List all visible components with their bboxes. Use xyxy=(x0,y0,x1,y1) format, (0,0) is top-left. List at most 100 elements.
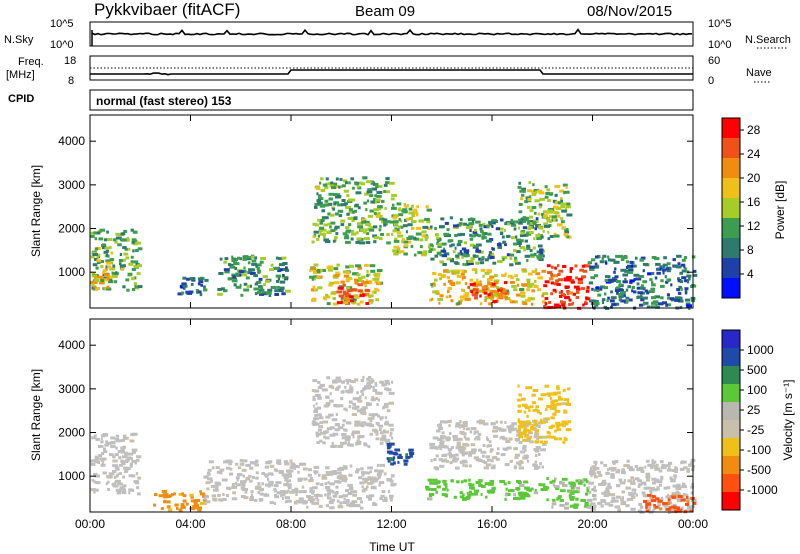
velocity-echo-cell xyxy=(255,486,260,490)
power-echo-cell xyxy=(640,298,645,302)
power-echo-cell xyxy=(524,254,531,258)
velocity-echo-cell xyxy=(337,475,341,479)
velocity-echo-cell xyxy=(690,505,695,509)
power-echo-cell xyxy=(383,221,388,225)
power-echo-cell xyxy=(530,297,535,301)
power-echo-cell xyxy=(373,197,377,201)
power-echo-cell xyxy=(533,188,540,192)
power-echo-cell xyxy=(431,284,434,288)
power-echo-cell xyxy=(506,234,511,238)
power-echo-cell xyxy=(391,214,394,218)
power-echo-cell xyxy=(569,279,575,283)
velocity-echo-cell xyxy=(603,482,606,486)
power-echo-cell xyxy=(374,272,380,276)
power-echo-cell xyxy=(333,267,339,271)
power-echo-cell xyxy=(479,302,483,306)
power-echo-cell xyxy=(517,241,522,244)
power-echo-cell xyxy=(642,280,647,284)
velocity-echo-cell xyxy=(405,453,408,457)
power-echo-cell xyxy=(553,234,560,238)
power-echo-cell xyxy=(334,212,339,216)
velocity-echo-cell xyxy=(645,502,652,506)
velocity-echo-cell xyxy=(462,493,465,497)
velocity-echo-cell xyxy=(387,459,391,463)
velocity-echo-cell xyxy=(444,486,448,489)
velocity-echo-cell xyxy=(446,488,449,492)
velocity-echo-cell xyxy=(561,420,567,424)
power-echo-cell xyxy=(229,263,234,267)
velocity-echo-cell xyxy=(388,401,394,405)
velocity-echo-cell xyxy=(646,478,650,482)
velocity-echo-cell xyxy=(318,425,323,429)
power-echo-cell xyxy=(634,256,638,260)
power-echo-cell xyxy=(479,229,484,233)
velocity-echo-cell xyxy=(490,448,494,452)
velocity-echo-cell xyxy=(117,482,123,486)
power-echo-cell xyxy=(488,251,492,254)
power-echo-cell xyxy=(470,257,475,261)
power-echo-cell xyxy=(651,272,655,275)
velocity-echo-cell xyxy=(591,465,597,469)
power-echo-cell xyxy=(560,293,565,297)
power-echo-cell xyxy=(590,276,596,280)
velocity-echo-cell xyxy=(522,438,527,442)
power-echo-cell xyxy=(426,208,432,212)
velocity-echo-cell xyxy=(298,500,304,504)
velocity-echo-cell xyxy=(604,490,610,494)
power-echo-cell xyxy=(255,265,259,268)
velocity-echo-cell xyxy=(386,388,392,392)
velocity-echo-cell xyxy=(450,446,454,450)
velocity-echo-cell xyxy=(385,440,391,444)
velocity-echo-cell xyxy=(236,478,239,482)
power-echo-cell xyxy=(407,223,413,227)
velocity-echo-cell xyxy=(266,477,270,481)
velocity-echo-cell xyxy=(289,459,293,463)
velocity-echo-cell xyxy=(328,384,334,388)
power-echo-cell xyxy=(601,298,606,302)
power-echo-cell xyxy=(544,185,548,189)
velocity-echo-cell xyxy=(432,436,439,440)
velocity-echo-cell xyxy=(342,494,349,498)
velocity-echo-cell xyxy=(255,471,259,475)
velocity-echo-cell xyxy=(584,502,589,505)
velocity-echo-cell xyxy=(652,461,655,465)
velocity-echo-cell xyxy=(375,383,378,387)
power-echo-cell xyxy=(372,234,378,238)
velocity-echo-cell xyxy=(306,495,311,498)
velocity-echo-cell xyxy=(267,484,271,488)
velocity-echo-cell xyxy=(483,461,488,465)
velocity-echo-cell xyxy=(316,413,322,417)
power-echo-cell xyxy=(118,259,124,262)
velocity-echo-cell xyxy=(95,437,100,441)
velocity-echo-cell xyxy=(325,486,331,489)
power-echo-cell xyxy=(348,210,354,214)
power-echo-cell xyxy=(559,189,565,193)
velocity-echo-cell xyxy=(269,501,274,505)
power-echo-cell xyxy=(110,251,114,255)
velocity-echo-cell xyxy=(356,497,362,500)
power-echo-cell xyxy=(624,300,629,304)
power-echo-cell xyxy=(258,288,265,292)
velocity-echo-cell xyxy=(321,476,328,480)
velocity-echo-cell xyxy=(592,494,597,497)
power-echo-cell xyxy=(109,246,112,250)
velocity-echo-cell xyxy=(355,504,361,508)
velocity-echo-cell xyxy=(287,469,291,473)
velocity-echo-cell xyxy=(556,391,561,395)
power-echo-cell xyxy=(520,231,525,235)
velocity-echo-cell xyxy=(650,466,654,470)
power-echo-cell xyxy=(504,295,508,299)
velocity-echo-cell xyxy=(359,410,364,414)
velocity-echo-cell xyxy=(540,448,546,452)
power-echo-cell xyxy=(135,241,141,245)
velocity-echo-cell xyxy=(690,491,694,495)
velocity-echo-cell xyxy=(535,446,541,449)
power-echo-cell xyxy=(352,198,356,202)
power-echo-cell xyxy=(480,268,486,272)
velocity-echo-cell xyxy=(565,502,569,506)
power-echo-cell xyxy=(675,265,682,269)
power-echo-cell xyxy=(117,233,122,237)
velocity-echo-cell xyxy=(379,380,384,384)
power-echo-cell xyxy=(90,231,95,235)
